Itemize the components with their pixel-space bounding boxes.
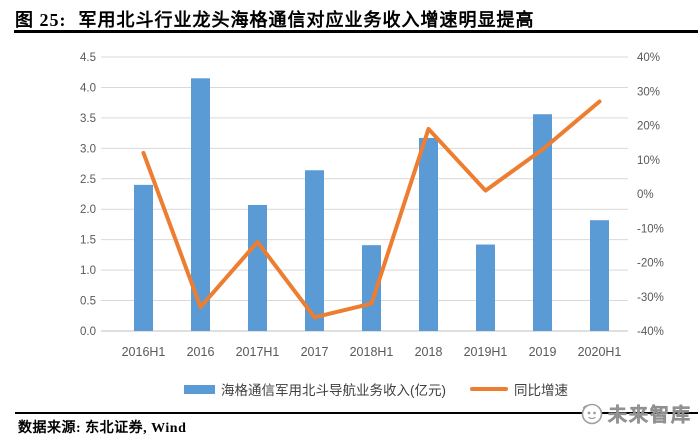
figure-number-label: 图 25:: [15, 10, 67, 30]
footer-divider: [15, 412, 698, 414]
right-axis-tick-label: 0%: [637, 189, 654, 201]
x-axis-label-2020H1: 2020H1: [578, 345, 622, 359]
left-axis-tick-label: 1.0: [80, 265, 96, 277]
left-axis-tick-label: 4.0: [80, 82, 96, 94]
figure-title: 图 25: 军用北斗行业龙头海格通信对应业务收入增速明显提高: [15, 6, 535, 32]
legend-item-revenue-bar: 海格通信军用北斗导航业务收入(亿元): [184, 379, 446, 399]
left-axis-tick-label: 0.5: [80, 296, 96, 308]
revenue-bar-2016H1: [134, 184, 153, 331]
chart-legend: 海格通信军用北斗导航业务收入(亿元) 同比增速: [26, 379, 700, 399]
revenue-growth-combo-chart: 0.0 0.5 1.0 1.5 2.0 2.5 3.0 3.5 4.0 4.5 -40% -30% -2…: [80, 52, 664, 359]
right-axis-tick-label: 30%: [637, 86, 660, 98]
x-axis-label-2017: 2017: [301, 345, 329, 359]
revenue-bar-2016: [191, 78, 210, 331]
x-axis-label-2018H1: 2018H1: [350, 345, 394, 359]
growth-line: [141, 99, 602, 320]
left-axis-tick-label: 2.0: [80, 204, 96, 216]
x-axis-label-2016H1: 2016H1: [122, 345, 166, 359]
revenue-bar-2019H1: [476, 244, 495, 331]
left-axis-tick-label: 0.0: [80, 326, 96, 338]
watermark-logo-icon: [581, 403, 603, 424]
x-axis-label-2019: 2019: [529, 345, 557, 359]
right-axis-tick-label: -40%: [637, 326, 664, 338]
left-axis-tick-label: 2.5: [80, 174, 96, 186]
figure-title-text: 军用北斗行业龙头海格通信对应业务收入增速明显提高: [78, 10, 535, 30]
bar-series-label: 海格通信军用北斗导航业务收入(亿元): [221, 383, 446, 398]
revenue-bar-2019: [533, 114, 552, 331]
legend-item-growth-line: 同比增速: [470, 379, 568, 399]
left-axis-tick-label: 4.5: [80, 52, 96, 64]
x-axis-label-2019H1: 2019H1: [464, 345, 508, 359]
watermark: 未来智库: [579, 400, 692, 427]
line-series-swatch: [470, 387, 508, 391]
revenue-bar-2018: [419, 137, 438, 331]
left-axis-tick-label: 1.5: [80, 235, 96, 247]
revenue-bar-2018H1: [362, 245, 381, 331]
revenue-bar-2020H1: [590, 220, 609, 331]
x-axis-label-2016: 2016: [187, 345, 215, 359]
left-axis-tick-label: 3.0: [80, 143, 96, 155]
right-axis-tick-label: -10%: [637, 223, 664, 235]
left-axis-tick-label: 3.5: [80, 113, 96, 125]
revenue-bar-2017H1: [248, 204, 267, 331]
bar-series-swatch: [184, 384, 215, 394]
right-axis-tick-label: -30%: [637, 292, 664, 304]
right-axis-tick-label: -20%: [637, 258, 664, 270]
x-axis-label-2018: 2018: [415, 345, 443, 359]
revenue-bar-2017: [305, 170, 324, 331]
x-axis-label-2017H1: 2017H1: [236, 345, 280, 359]
line-series-label: 同比增速: [514, 383, 568, 398]
right-axis-tick-label: 20%: [637, 121, 660, 133]
right-axis-tick-label: 10%: [637, 155, 660, 167]
data-source-text: 数据来源: 东北证券, Wind: [18, 421, 187, 436]
title-divider: [14, 30, 698, 33]
right-axis-tick-label: 40%: [637, 52, 660, 64]
watermark-text: 未来智库: [607, 405, 692, 427]
